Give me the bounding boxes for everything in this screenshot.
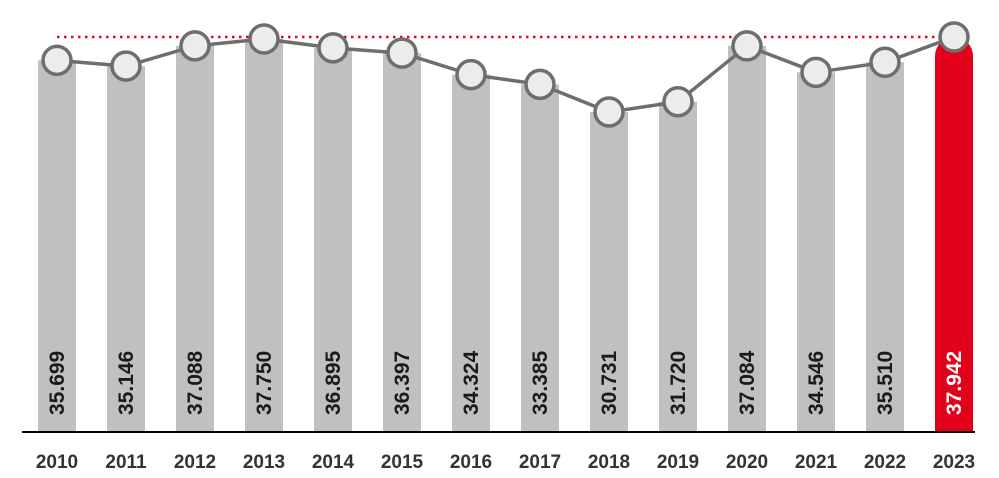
value-label-2018: 30.731 — [598, 350, 621, 415]
x-tick-label-2023: 2023 — [933, 452, 975, 473]
x-tick-label-2014: 2014 — [312, 452, 355, 473]
bar-2010 — [38, 60, 76, 431]
value-label-2014: 36.895 — [322, 350, 345, 415]
value-label-2020: 37.084 — [736, 350, 759, 415]
bar-highlight-base — [935, 401, 973, 431]
bar-2013 — [245, 38, 283, 431]
x-tick-label-2010: 2010 — [36, 452, 78, 473]
value-label-2013: 37.750 — [253, 351, 276, 415]
bar-2015 — [383, 53, 421, 431]
bar-2018 — [590, 112, 628, 431]
bar-2016 — [452, 74, 490, 432]
value-label-2021: 34.546 — [805, 351, 828, 415]
value-label-2022: 35.510 — [874, 351, 897, 415]
marker-2022 — [869, 46, 901, 79]
x-tick-label-2015: 2015 — [381, 452, 424, 473]
marker-2019 — [662, 85, 694, 118]
value-label-2015: 36.397 — [391, 351, 414, 415]
line-layer — [41, 21, 970, 128]
marker-2013 — [248, 23, 280, 55]
marker-2016 — [455, 58, 487, 91]
bar-2023 — [935, 37, 973, 431]
value-label-2011: 35.146 — [115, 351, 138, 415]
bar-2014 — [314, 47, 352, 431]
bar-2021 — [797, 72, 835, 431]
value-labels-layer: 35.699 35.146 37.088 37.750 36.895 36.397 34.3… — [46, 350, 966, 415]
bar-2012 — [176, 45, 214, 431]
marker-2023 — [938, 21, 970, 53]
marker-2017 — [524, 68, 556, 101]
marker-2011 — [110, 50, 142, 82]
x-tick-label-2012: 2012 — [174, 452, 216, 473]
x-tick-label-2011: 2011 — [105, 452, 147, 473]
marker-2020 — [731, 30, 763, 62]
bar-2011 — [107, 66, 145, 432]
value-label-2017: 33.385 — [529, 350, 552, 415]
x-tick-label-2021: 2021 — [795, 452, 838, 473]
x-axis: 2010 2011 2012 2013 2014 2015 2016 2017 2018 2019… — [22, 431, 975, 473]
value-label-2010: 35.699 — [46, 351, 69, 415]
marker-2018 — [593, 96, 625, 128]
marker-2010 — [41, 44, 73, 77]
value-label-2012: 37.088 — [184, 350, 207, 415]
bars-layer — [38, 37, 973, 432]
marker-2015 — [386, 37, 418, 69]
x-tick-label-2016: 2016 — [450, 452, 492, 473]
bar-2017 — [521, 84, 559, 432]
x-tick-label-2017: 2017 — [519, 452, 561, 473]
x-tick-label-2013: 2013 — [243, 452, 285, 473]
marker-2012 — [179, 30, 211, 62]
bar-2022 — [866, 62, 904, 432]
value-label-2019: 31.720 — [667, 351, 690, 415]
bar-2019 — [659, 101, 697, 432]
x-tick-label-2019: 2019 — [657, 452, 699, 473]
value-label-2016: 34.324 — [460, 350, 483, 415]
marker-2021 — [800, 56, 832, 89]
bar-2020 — [728, 45, 766, 432]
value-label-2023: 37.942 — [943, 351, 966, 415]
x-tick-label-2020: 2020 — [726, 452, 768, 473]
marker-2014 — [317, 32, 349, 64]
x-tick-label-2022: 2022 — [864, 452, 906, 473]
x-tick-label-2018: 2018 — [588, 452, 630, 473]
